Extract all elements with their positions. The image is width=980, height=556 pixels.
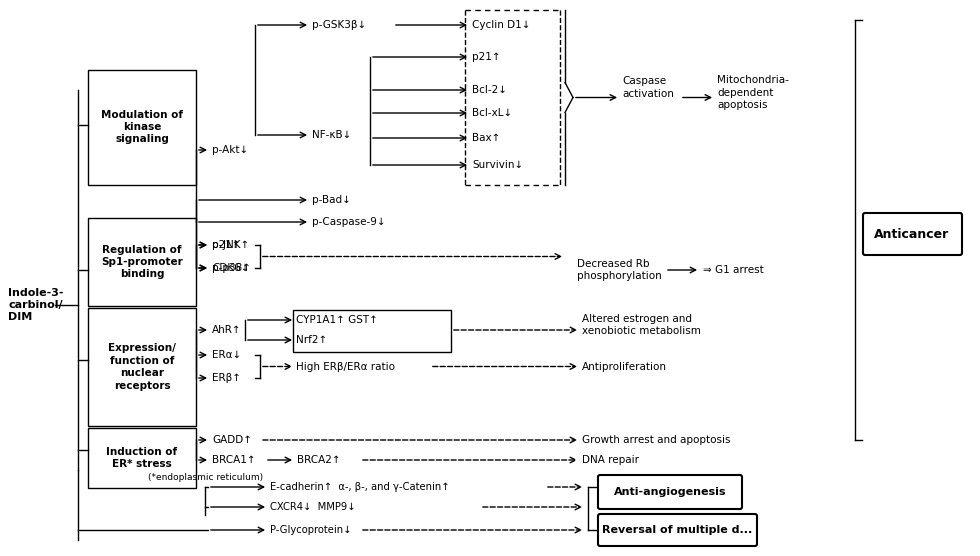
Bar [293, 310, 451, 352]
Text: Anticancer: Anticancer [874, 227, 950, 241]
Text: Anti-angiogenesis: Anti-angiogenesis [613, 487, 726, 497]
Bar [88, 70, 196, 185]
Text: Decreased Rb
phosphorylation: Decreased Rb phosphorylation [577, 259, 662, 281]
Text: P-Glycoprotein↓: P-Glycoprotein↓ [270, 525, 352, 535]
Text: GADD↑: GADD↑ [212, 435, 252, 445]
Text: p-GSK3β↓: p-GSK3β↓ [312, 20, 367, 30]
Text: p-JNK↑: p-JNK↑ [212, 240, 249, 250]
Text: Altered estrogen and
xenobiotic metabolism: Altered estrogen and xenobiotic metaboli… [582, 314, 701, 336]
Text: BRCA2↑: BRCA2↑ [297, 455, 341, 465]
Text: Regulation of
Sp1-promoter
binding: Regulation of Sp1-promoter binding [101, 245, 183, 280]
Text: CXCR4↓  MMP9↓: CXCR4↓ MMP9↓ [270, 502, 356, 512]
Text: Bcl-xL↓: Bcl-xL↓ [472, 108, 513, 118]
Text: E-cadherin↑  α-, β-, and γ-Catenin↑: E-cadherin↑ α-, β-, and γ-Catenin↑ [270, 482, 450, 492]
Text: p-Akt↓: p-Akt↓ [212, 145, 248, 155]
Bar [88, 428, 196, 488]
FancyBboxPatch shape [863, 213, 962, 255]
Text: Bax↑: Bax↑ [472, 133, 501, 143]
Text: p-p38↑: p-p38↑ [212, 263, 251, 273]
Text: (*endoplasmic reticulum): (*endoplasmic reticulum) [148, 474, 263, 483]
Text: p21↑: p21↑ [212, 240, 241, 250]
Text: Antiproliferation: Antiproliferation [582, 361, 667, 371]
Text: ⇒ G1 arrest: ⇒ G1 arrest [703, 265, 763, 275]
Text: BRCA1↑: BRCA1↑ [212, 455, 256, 465]
Text: p-Bad↓: p-Bad↓ [312, 195, 351, 205]
Text: Survivin↓: Survivin↓ [472, 160, 523, 170]
Text: ERβ↑: ERβ↑ [212, 373, 241, 383]
Text: AhR↑: AhR↑ [212, 325, 242, 335]
Text: DNA repair: DNA repair [582, 455, 639, 465]
Text: Bcl-2↓: Bcl-2↓ [472, 85, 507, 95]
Text: Nrf2↑: Nrf2↑ [296, 335, 327, 345]
Text: Reversal of multiple d...: Reversal of multiple d... [602, 525, 752, 535]
Text: ERα↓: ERα↓ [212, 350, 241, 360]
Text: High ERβ/ERα ratio: High ERβ/ERα ratio [296, 361, 395, 371]
FancyBboxPatch shape [598, 514, 757, 546]
Text: Expression/
function of
nuclear
receptors: Expression/ function of nuclear receptor… [108, 344, 176, 391]
Text: CDK6↓: CDK6↓ [212, 263, 250, 273]
Text: Modulation of
kinase
signaling: Modulation of kinase signaling [101, 110, 183, 145]
Text: Caspase
activation: Caspase activation [622, 76, 674, 99]
Text: CYP1A1↑ GST↑: CYP1A1↑ GST↑ [296, 315, 378, 325]
Text: Growth arrest and apoptosis: Growth arrest and apoptosis [582, 435, 730, 445]
FancyBboxPatch shape [598, 475, 742, 509]
Text: p-Caspase-9↓: p-Caspase-9↓ [312, 217, 385, 227]
Text: Cyclin D1↓: Cyclin D1↓ [472, 20, 530, 30]
Text: NF-κB↓: NF-κB↓ [312, 130, 352, 140]
Text: p21↑: p21↑ [472, 52, 501, 62]
Text: Mitochondria-
dependent
apoptosis: Mitochondria- dependent apoptosis [717, 75, 789, 110]
Text: Indole-3-
carbinol/
DIM: Indole-3- carbinol/ DIM [8, 287, 64, 322]
Bar [88, 218, 196, 306]
Bar [88, 308, 196, 426]
Text: Induction of
ER* stress: Induction of ER* stress [107, 447, 177, 469]
